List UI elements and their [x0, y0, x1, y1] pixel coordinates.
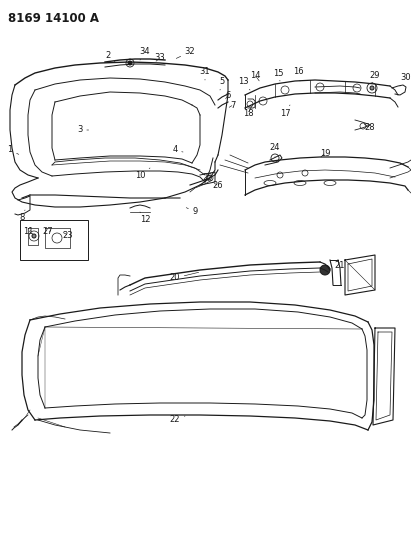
Text: 26: 26 [212, 181, 223, 190]
Text: 3: 3 [77, 125, 89, 134]
Bar [20, 220, 88, 260]
Text: 21: 21 [330, 261, 345, 270]
Text: 2: 2 [105, 51, 115, 62]
Text: 8: 8 [19, 210, 25, 222]
Ellipse shape [294, 181, 306, 185]
Text: 19: 19 [320, 149, 330, 157]
Text: 27: 27 [43, 228, 53, 237]
Text: 11: 11 [23, 228, 33, 237]
Text: 30: 30 [400, 74, 411, 86]
Text: 24: 24 [270, 143, 280, 157]
Circle shape [370, 86, 374, 90]
Circle shape [320, 265, 330, 275]
Text: 18: 18 [242, 107, 253, 117]
Text: 7: 7 [229, 101, 236, 109]
Text: 20: 20 [170, 272, 199, 282]
Text: 13: 13 [238, 77, 250, 90]
Text: 23: 23 [63, 230, 73, 239]
Text: 25: 25 [203, 174, 213, 182]
Text: 15: 15 [273, 69, 283, 81]
Text: 34: 34 [140, 47, 150, 60]
Text: 32: 32 [176, 47, 195, 59]
Text: 14: 14 [250, 70, 260, 81]
Text: 10: 10 [135, 168, 150, 180]
Text: 16: 16 [293, 68, 303, 81]
Text: 1: 1 [7, 146, 19, 155]
Circle shape [128, 61, 132, 65]
Circle shape [32, 234, 36, 238]
Text: 22: 22 [170, 416, 185, 424]
Text: 4: 4 [172, 146, 183, 155]
Text: 31: 31 [200, 68, 210, 80]
Text: 9: 9 [186, 207, 198, 216]
Text: 17: 17 [280, 105, 290, 117]
Text: 33: 33 [155, 53, 165, 62]
Text: 5: 5 [219, 77, 225, 90]
Ellipse shape [324, 181, 336, 185]
Ellipse shape [264, 181, 276, 185]
Text: 28: 28 [364, 123, 375, 132]
Text: 6: 6 [225, 91, 231, 100]
Text: 12: 12 [140, 212, 150, 224]
Text: 29: 29 [370, 70, 380, 83]
Text: 8169 14100 A: 8169 14100 A [8, 12, 99, 25]
